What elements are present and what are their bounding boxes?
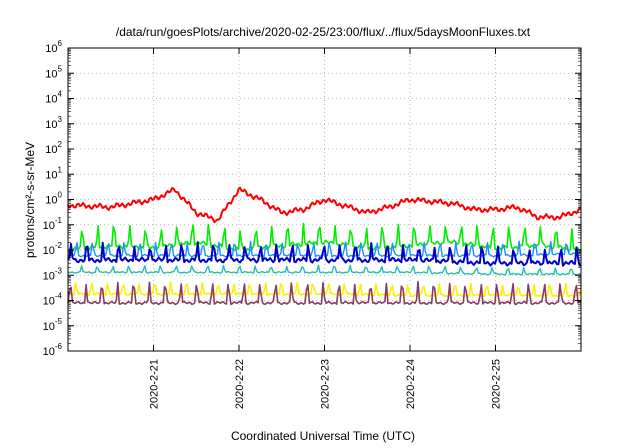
y-tick-label: 106 xyxy=(45,39,62,55)
y-tick-label: 103 xyxy=(45,115,62,131)
series-line-3 xyxy=(67,240,582,258)
series-line-4 xyxy=(67,241,582,267)
y-tick-label: 100 xyxy=(45,191,62,207)
x-tick-label: 2020-2-25 xyxy=(491,359,503,409)
y-tick-label: 101 xyxy=(45,165,62,181)
y-tick-label: 10-3 xyxy=(43,266,63,282)
x-axis: 2020-2-21 2020-2-22 2020-2-23 2020-2-24 2020… xyxy=(149,48,503,409)
y-tick-label: 10-4 xyxy=(43,292,63,308)
x-axis-label: Coordinated Universal Time (UTC) xyxy=(231,429,415,443)
y-tick-label: 104 xyxy=(45,90,62,106)
series-line-1 xyxy=(67,186,582,224)
x-tick-label: 2020-2-22 xyxy=(234,359,246,409)
y-tick-label: 10-6 xyxy=(43,342,63,358)
x-tick-label: 2020-2-23 xyxy=(320,359,332,409)
y-tick-label: 10-5 xyxy=(43,317,63,333)
y-axis: 10-6 10-5 10-4 10-3 10-2 10-1 100 101 102 103 104 1… xyxy=(43,39,581,358)
series-line-7 xyxy=(67,280,582,306)
x-tick-label: 2020-2-21 xyxy=(149,359,161,409)
y-axis-label: protons/cm²-s-sr-MeV xyxy=(23,142,37,258)
y-tick-label: 10-1 xyxy=(43,216,63,232)
y-tick-label: 10-2 xyxy=(43,241,63,257)
chart-title: /data/run/goesPlots/archive/2020-02-25/2… xyxy=(116,25,531,39)
series-line-5 xyxy=(67,264,582,276)
x-tick-label: 2020-2-24 xyxy=(405,359,417,409)
y-tick-label: 102 xyxy=(45,140,62,156)
series-group xyxy=(67,186,582,306)
y-tick-label: 105 xyxy=(45,64,62,80)
series-line-2 xyxy=(67,222,582,252)
